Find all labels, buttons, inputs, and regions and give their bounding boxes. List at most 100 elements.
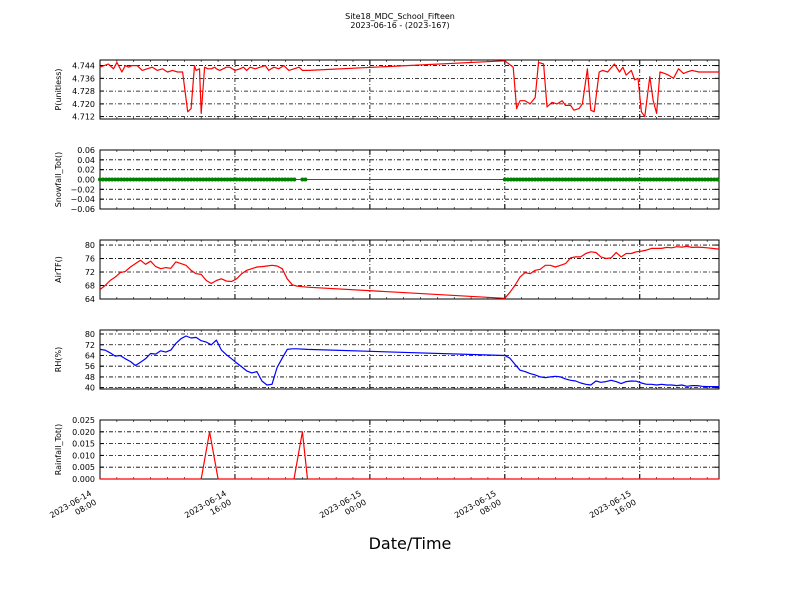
air-temp-y-tick-label: 76 — [85, 255, 95, 264]
snowfall-data-point — [703, 177, 708, 182]
snowfall-data-point — [286, 177, 291, 182]
snowfall-data-point — [243, 177, 248, 182]
snowfall-data-point — [231, 177, 236, 182]
snowfall-data-point — [274, 177, 279, 182]
air-temp-series-line — [99, 245, 720, 299]
snowfall-data-point — [143, 177, 148, 182]
snowfall-y-tick-label: −0.02 — [70, 185, 95, 194]
rainfall-y-tick-label: 0.020 — [72, 428, 95, 437]
snowfall-data-point — [524, 177, 528, 182]
snowfall-data-point — [508, 177, 513, 182]
snowfall-y-tick-label: −0.06 — [70, 205, 95, 214]
rh-y-tick-label: 48 — [85, 373, 95, 382]
rh-axes-frame — [99, 329, 720, 390]
snowfall-data-point — [277, 177, 282, 182]
snowfall-data-point — [122, 177, 127, 182]
snowfall-data-point — [292, 177, 297, 182]
air-temp-y-tick-label: 80 — [85, 241, 95, 250]
rainfall-y-tick-label: 0.000 — [72, 475, 95, 484]
snowfall-data-point — [505, 177, 510, 182]
snowfall-data-point — [210, 177, 215, 182]
figure-subtitle: 2023-06-16 - (2023-167) — [350, 21, 450, 30]
snowfall-data-point — [240, 177, 245, 182]
snowfall-data-point — [669, 177, 674, 182]
snowfall-data-point — [633, 177, 638, 182]
snowfall-data-point — [101, 177, 105, 182]
snowfall-data-point — [642, 177, 647, 182]
snowfall-data-point — [195, 177, 200, 182]
snowfall-data-point — [654, 177, 659, 182]
snowfall-data-point — [234, 177, 239, 182]
snowfall-data-point — [681, 177, 686, 182]
snowfall-data-point — [107, 177, 112, 182]
rainfall-y-axis-label: Rainfall_Tot() — [54, 424, 63, 476]
rh-y-axis-label: RH(%) — [54, 347, 63, 372]
snowfall-data-point — [536, 177, 541, 182]
x-tick-label: 2023-06-1500:00 — [318, 489, 368, 529]
snowfall-data-point — [134, 177, 139, 182]
snowfall-data-point — [645, 177, 650, 182]
rh-y-tick-label: 64 — [85, 351, 95, 360]
snowfall-data-point — [207, 177, 212, 182]
snowfall-y-axis-label: Snowfall_Tot() — [54, 152, 63, 208]
snowfall-data-point — [560, 177, 565, 182]
snowfall-data-point — [575, 177, 580, 182]
snowfall-data-point — [137, 177, 142, 182]
snowfall-data-point — [593, 177, 598, 182]
pressure-series-line — [99, 60, 719, 118]
snowfall-data-point — [189, 177, 194, 182]
pressure-y-tick-label: 4.728 — [72, 87, 95, 96]
snowfall-data-point — [612, 177, 617, 182]
snowfall-data-point — [581, 177, 586, 182]
snowfall-data-point — [651, 177, 656, 182]
snowfall-data-point — [663, 177, 668, 182]
snowfall-data-point — [131, 177, 136, 182]
snowfall-data-point — [149, 177, 154, 182]
snowfall-data-point — [624, 177, 629, 182]
snowfall-data-point — [648, 177, 653, 182]
snowfall-data-point — [113, 177, 118, 182]
snowfall-data-point — [283, 177, 288, 182]
snowfall-data-point — [660, 177, 665, 182]
snowfall-data-point — [615, 177, 620, 182]
snowfall-data-point — [303, 177, 308, 182]
snowfall-y-tick-label: −0.04 — [70, 195, 95, 204]
snowfall-y-tick-label: 0.04 — [77, 156, 95, 165]
snowfall-data-point — [685, 177, 689, 182]
figure-title: Site18_MDC_School_Fifteen — [345, 12, 455, 21]
snowfall-data-point — [186, 177, 190, 182]
snowfall-data-point — [222, 177, 227, 182]
snowfall-data-point — [128, 177, 133, 182]
snowfall-data-point — [688, 177, 692, 182]
snowfall-data-point — [170, 177, 175, 182]
snowfall-data-point — [246, 177, 251, 182]
pressure-y-tick-label: 4.736 — [72, 74, 95, 83]
snowfall-data-point — [569, 177, 574, 182]
snowfall-data-point — [180, 177, 184, 182]
snowfall-y-tick-label: 0.00 — [77, 176, 95, 185]
snowfall-data-point — [201, 177, 206, 182]
snowfall-data-point — [527, 177, 532, 182]
snowfall-data-point — [584, 177, 589, 182]
x-tick-label: 2023-06-1408:00 — [48, 489, 98, 529]
snowfall-data-point — [636, 177, 641, 182]
snowfall-data-point — [691, 177, 695, 182]
snowfall-data-point — [198, 177, 203, 182]
snowfall-data-point — [155, 177, 160, 182]
pressure-axes-frame — [99, 59, 720, 120]
snowfall-data-point — [146, 177, 151, 182]
snowfall-y-tick-label: 0.06 — [77, 146, 95, 155]
pressure-y-tick-label: 4.720 — [72, 100, 95, 109]
snowfall-data-point — [545, 177, 550, 182]
x-tick-label: 2023-06-1516:00 — [588, 489, 638, 529]
snowfall-data-point — [572, 177, 577, 182]
snowfall-data-point — [551, 177, 556, 182]
snowfall-data-point — [216, 177, 221, 182]
snowfall-data-point — [542, 177, 547, 182]
snowfall-data-point — [237, 177, 242, 182]
rh-y-tick-label: 40 — [85, 384, 95, 393]
rh-y-tick-label: 80 — [85, 330, 95, 339]
rainfall-axes-frame — [99, 419, 720, 480]
air-temp-y-tick-label: 68 — [85, 282, 95, 291]
